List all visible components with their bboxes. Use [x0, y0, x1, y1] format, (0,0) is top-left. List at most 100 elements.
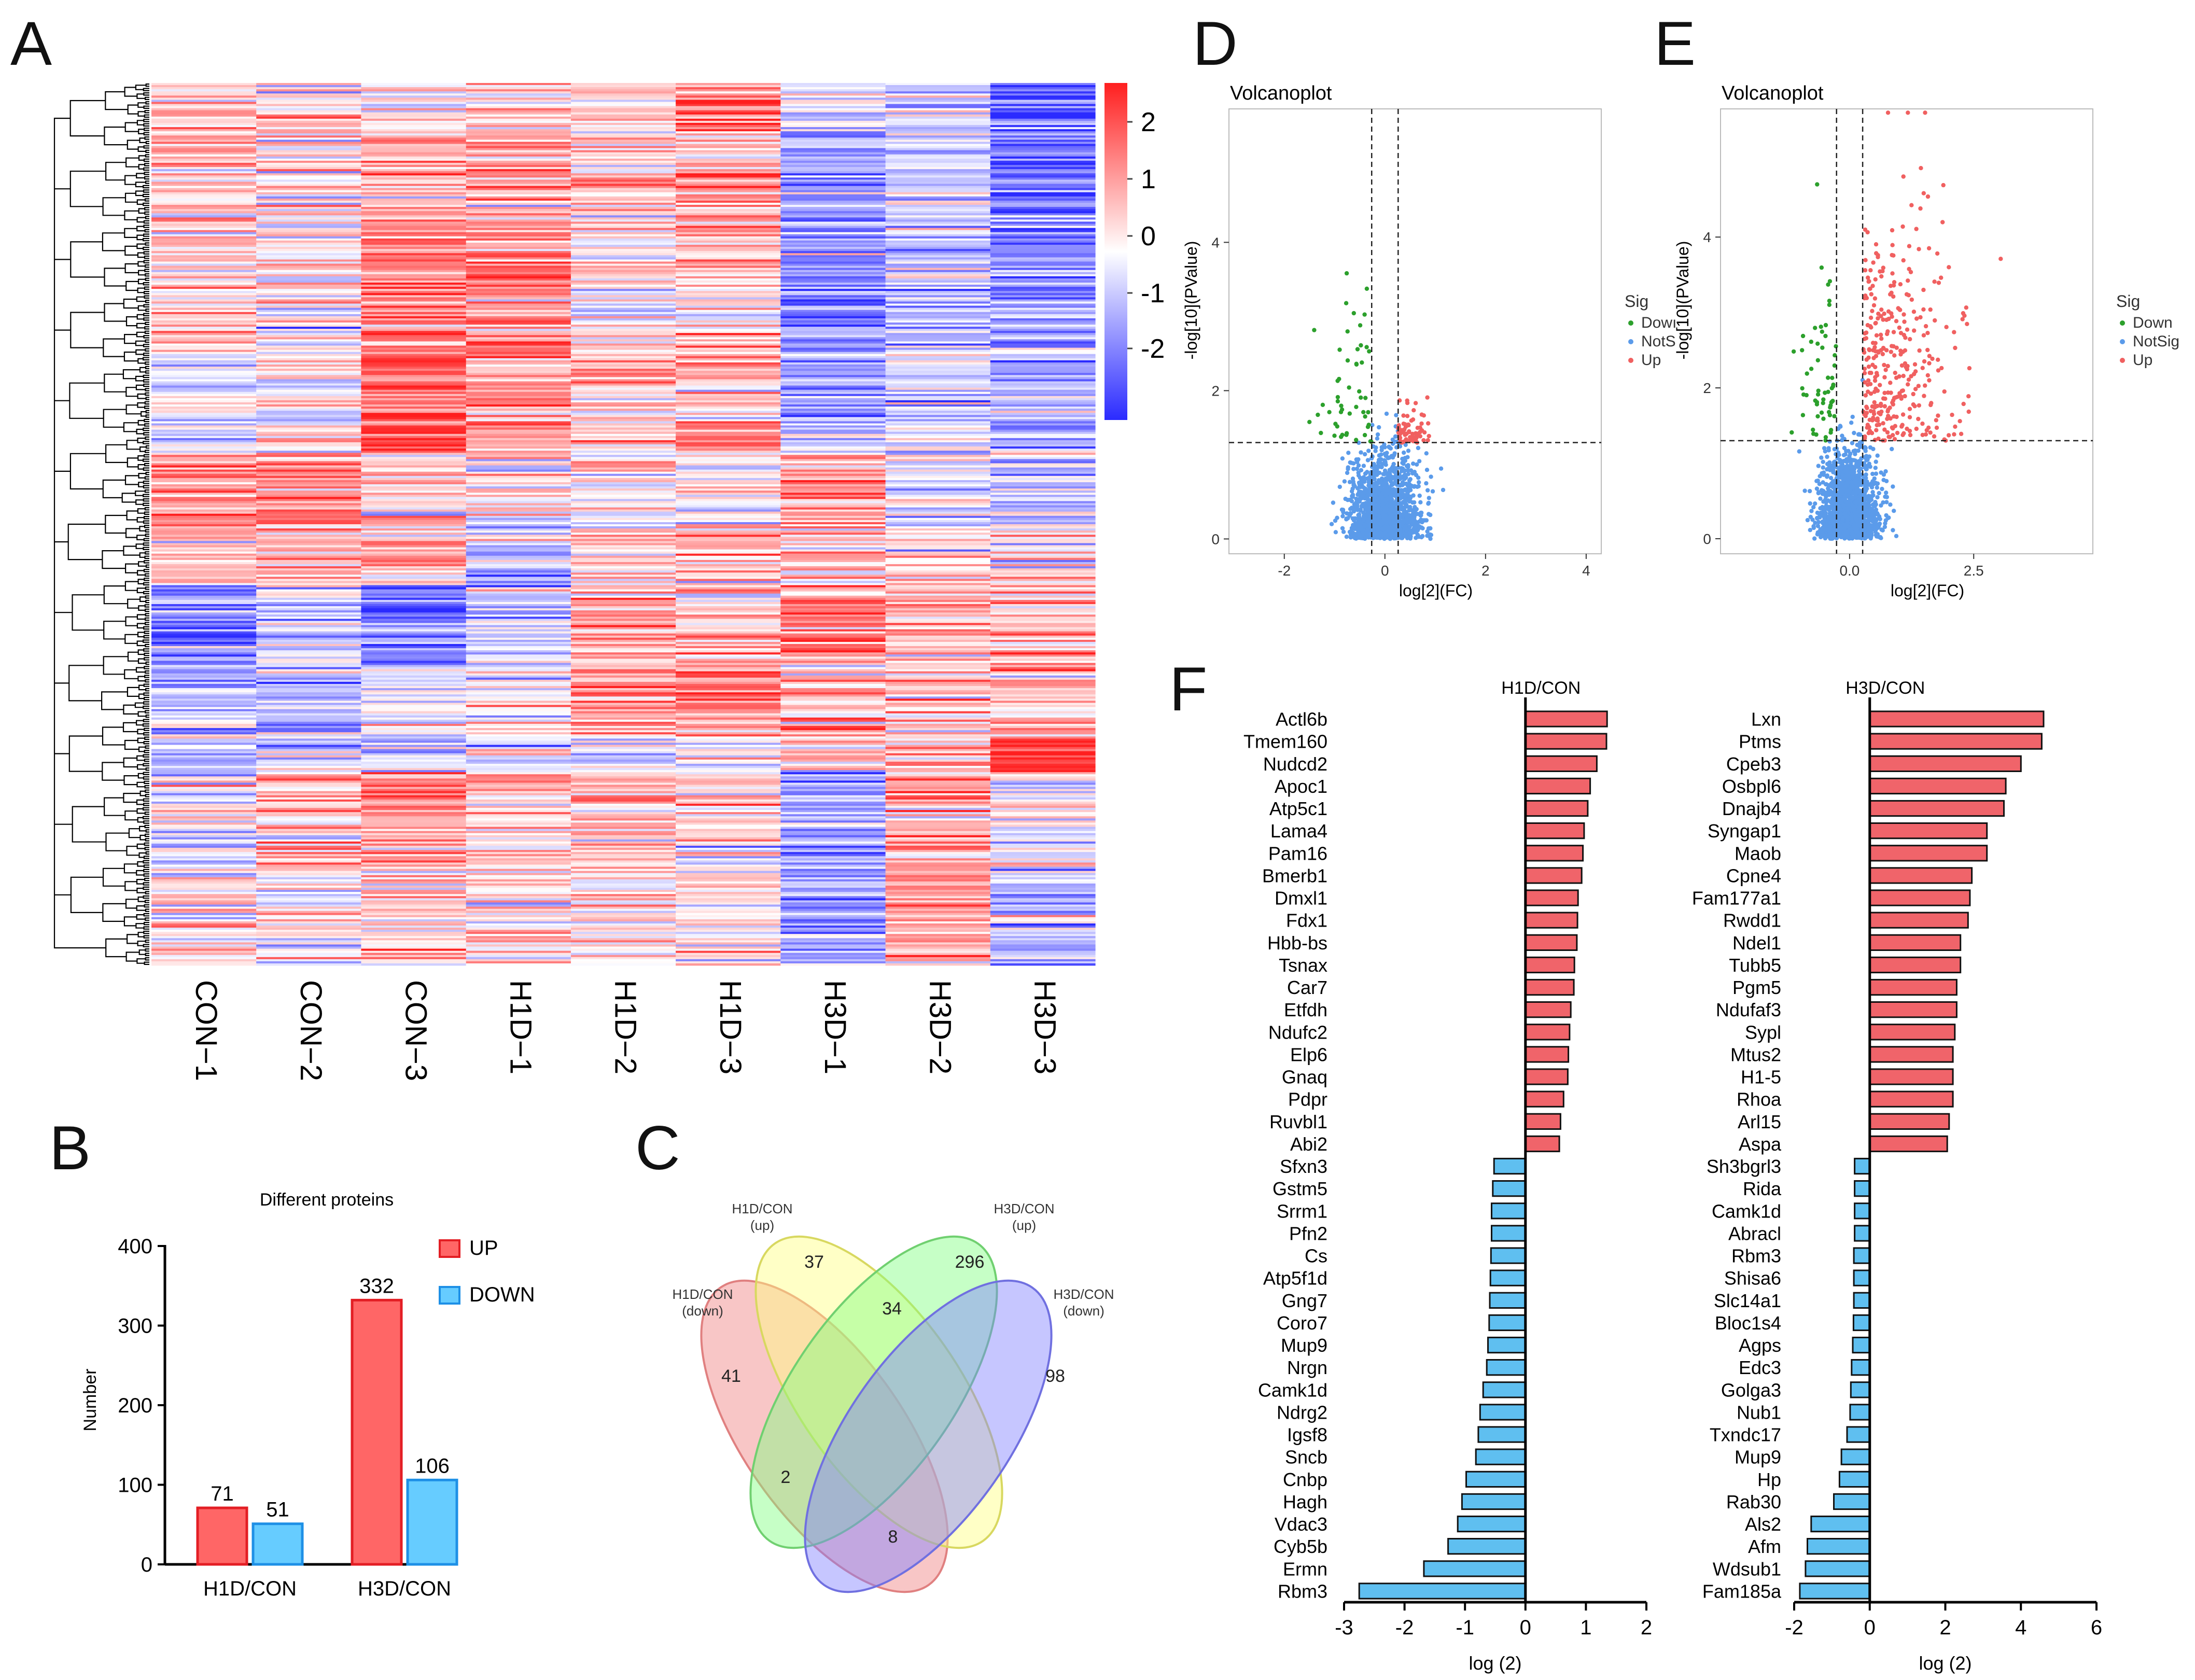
- heatmap-cell: [885, 139, 991, 142]
- heatmap-cell: [990, 904, 1096, 907]
- heatmap-cell: [676, 316, 781, 319]
- heatmap-cell: [990, 686, 1096, 689]
- heatmap-cell: [676, 709, 781, 712]
- heatmap-cell: [151, 453, 257, 455]
- heatmap-cell: [780, 223, 886, 226]
- heatmap-cell: [570, 154, 676, 157]
- heatmap-cell: [676, 669, 781, 672]
- heatmap-cell: [885, 123, 991, 125]
- heatmap-cell: [885, 184, 991, 186]
- bar-up-h1d-con: [196, 1506, 248, 1566]
- heatmap-cell: [151, 375, 257, 377]
- heatmap-cell: [466, 827, 571, 829]
- heatmap-cell: [466, 793, 571, 796]
- heatmap-cell: [570, 247, 676, 249]
- heatmap-cell: [885, 814, 991, 817]
- heatmap-cell: [990, 528, 1096, 531]
- heatmap-cell: [885, 898, 991, 901]
- heatmap-cell: [990, 352, 1096, 355]
- heatmap-cell: [466, 396, 571, 399]
- heatmap-cell: [361, 747, 467, 749]
- heatmap-cell: [361, 257, 467, 260]
- y-tick-label: 0: [141, 1553, 152, 1576]
- heatmap-cell: [256, 675, 361, 678]
- heatmap-cell: [780, 877, 886, 880]
- heatmap-cell: [256, 387, 361, 390]
- heatmap-cell: [885, 322, 991, 325]
- heatmap-cell: [885, 295, 991, 298]
- heatmap-cell: [990, 848, 1096, 850]
- heatmap-cell: [361, 591, 467, 594]
- heatmap-cell: [780, 341, 886, 344]
- heatmap-cell: [151, 478, 257, 481]
- heatmap-cell: [151, 570, 257, 573]
- heatmap-cell: [780, 753, 886, 756]
- heatmap-cell: [256, 814, 361, 817]
- legend-label-up: UP: [469, 1237, 498, 1259]
- heatmap-cell: [990, 433, 1096, 437]
- heatmap-cell: [256, 127, 361, 130]
- heatmap-cell: [676, 165, 781, 167]
- heatmap-cell: [466, 211, 571, 214]
- heatmap-cell: [361, 663, 467, 665]
- heatmap-cell: [570, 379, 676, 382]
- heatmap-cell: [780, 688, 886, 691]
- heatmap-cell: [885, 768, 991, 771]
- colorbar-tick-label: -1: [1141, 278, 1165, 309]
- heatmap-cell: [570, 673, 676, 676]
- heatmap-cell: [466, 249, 571, 251]
- heatmap-cell: [780, 209, 886, 212]
- heatmap-cell: [570, 123, 676, 125]
- heatmap-cell: [151, 362, 257, 365]
- heatmap-cell: [676, 285, 781, 287]
- heatmap-cell: [361, 387, 467, 390]
- heatmap-cell: [676, 881, 781, 884]
- heatmap-cell: [780, 917, 886, 920]
- heatmap-cell: [780, 926, 886, 928]
- heatmap-cell: [256, 875, 361, 878]
- heatmap-cell: [780, 936, 886, 939]
- heatmap-cell: [151, 850, 257, 852]
- heatmap-cell: [256, 352, 361, 355]
- heatmap-cell: [361, 219, 467, 222]
- heatmap-cell: [151, 429, 257, 432]
- heatmap-cell: [361, 888, 467, 890]
- heatmap-cell: [780, 883, 886, 886]
- heatmap-cell: [676, 148, 781, 151]
- heatmap-cell: [570, 230, 676, 233]
- heatmap-cell: [676, 493, 781, 495]
- heatmap-cell: [361, 118, 467, 121]
- heatmap-cell: [676, 793, 781, 796]
- heatmap-cell: [885, 511, 991, 514]
- heatmap-cell: [570, 404, 676, 407]
- heatmap-cell: [780, 900, 886, 903]
- heatmap-cell: [990, 705, 1096, 707]
- heatmap-cell: [990, 110, 1096, 113]
- heatmap-cell: [570, 394, 676, 397]
- volcano-point: [1351, 509, 1357, 514]
- volcano-point: [1386, 476, 1391, 481]
- heatmap-cell: [570, 537, 676, 539]
- heatmap-cell: [885, 337, 991, 340]
- heatmap-cell: [151, 377, 257, 380]
- heatmap-cell: [256, 782, 361, 785]
- heatmap-cell: [885, 948, 991, 951]
- heatmap-cell: [256, 663, 361, 665]
- volcano-point: [1337, 484, 1342, 489]
- heatmap-cell: [256, 160, 361, 163]
- heatmap-cell: [676, 215, 781, 218]
- heatmap-cell: [151, 104, 257, 106]
- heatmap-cell: [151, 703, 257, 705]
- heatmap-cell: [676, 601, 781, 605]
- heatmap-cell: [780, 421, 886, 424]
- heatmap-cell: [676, 570, 781, 573]
- heatmap-cell: [780, 736, 886, 739]
- heatmap-cell: [466, 389, 571, 393]
- heatmap-cell: [780, 621, 886, 623]
- heatmap-cell: [676, 772, 781, 775]
- heatmap-cell: [151, 509, 257, 512]
- heatmap-cell: [151, 177, 257, 180]
- heatmap-cell: [466, 646, 571, 649]
- heatmap-cell: [361, 696, 467, 699]
- heatmap-cell: [885, 234, 991, 237]
